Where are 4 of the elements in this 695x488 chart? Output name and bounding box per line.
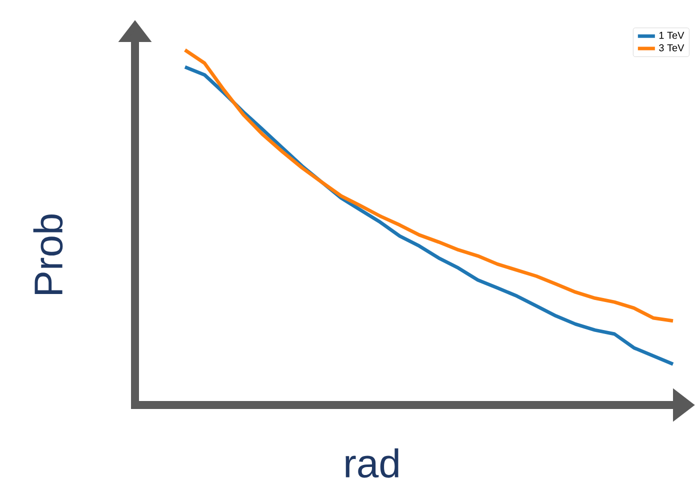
x-axis-title: rad — [346, 448, 398, 478]
legend-label: 1 TeV — [659, 32, 684, 39]
y-axis-title: Prob — [33, 214, 63, 294]
legend-label: 3 TeV — [659, 44, 684, 52]
